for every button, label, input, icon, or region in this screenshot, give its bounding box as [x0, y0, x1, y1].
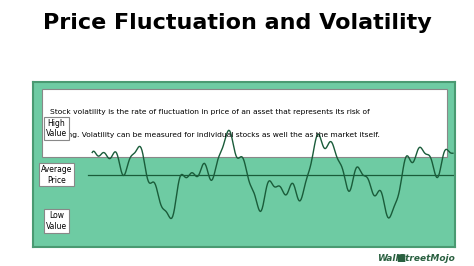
Text: trading. Volatility can be measured for individual stocks as well the as the mar: trading. Volatility can be measured for …: [50, 132, 380, 138]
Text: Average
Price: Average Price: [41, 165, 72, 185]
Text: Low
Value: Low Value: [46, 211, 67, 231]
Text: ■: ■: [396, 253, 405, 263]
Text: Price Fluctuation and Volatility: Price Fluctuation and Volatility: [43, 13, 431, 33]
Text: Stock volatility is the rate of fluctuation in price of an asset that represents: Stock volatility is the rate of fluctuat…: [50, 109, 370, 115]
Text: High
Value: High Value: [46, 119, 67, 138]
Text: WallStreetMojo: WallStreetMojo: [377, 254, 455, 263]
FancyBboxPatch shape: [42, 89, 447, 157]
